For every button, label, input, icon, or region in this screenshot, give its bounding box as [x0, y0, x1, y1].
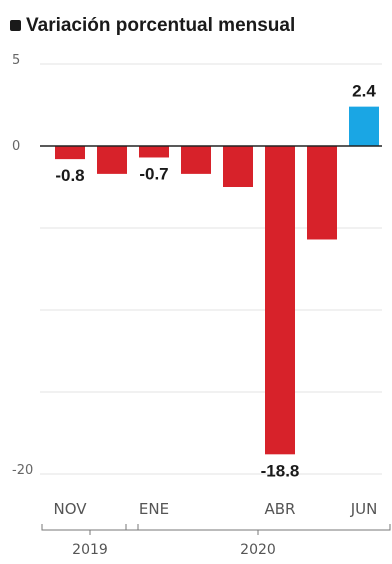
- data-label: -0.8: [55, 166, 84, 185]
- y-tick-label: 5: [12, 53, 20, 68]
- year-bracket: [41, 524, 139, 531]
- bars-layer: [55, 106, 379, 455]
- bar: [181, 146, 211, 174]
- category-label: ENE: [139, 500, 169, 518]
- title-text: Variación porcentual mensual: [26, 15, 295, 36]
- data-label: 2.4: [352, 82, 376, 101]
- bar: [307, 146, 337, 240]
- year-label: 2020: [240, 542, 276, 558]
- bar: [223, 146, 253, 187]
- y-tick-labels: 5 0 -20: [12, 53, 33, 478]
- bar: [55, 146, 85, 160]
- category-label: ABR: [265, 500, 296, 518]
- bar: [97, 146, 127, 174]
- data-labels-layer: -0.8 -0.7 -18.8 2.4: [55, 82, 376, 481]
- bar: [349, 106, 379, 146]
- year-label: 2019: [72, 542, 108, 558]
- data-label: -18.8: [261, 461, 300, 480]
- year-bracket: [125, 524, 391, 531]
- category-label: NOV: [53, 500, 87, 518]
- category-label: JUN: [350, 500, 378, 518]
- y-tick-label: 0: [12, 139, 20, 154]
- category-labels: NOV ENE ABR JUN: [53, 500, 377, 518]
- bar: [139, 146, 169, 158]
- grid-layer: [40, 63, 382, 475]
- bar: [265, 146, 295, 455]
- year-groups: 2019 2020: [41, 524, 391, 558]
- y-tick-label: -20: [12, 463, 33, 478]
- title-marker-icon: [10, 20, 21, 31]
- chart-title: Variación porcentual mensual: [10, 15, 295, 36]
- data-label: -0.7: [139, 164, 168, 183]
